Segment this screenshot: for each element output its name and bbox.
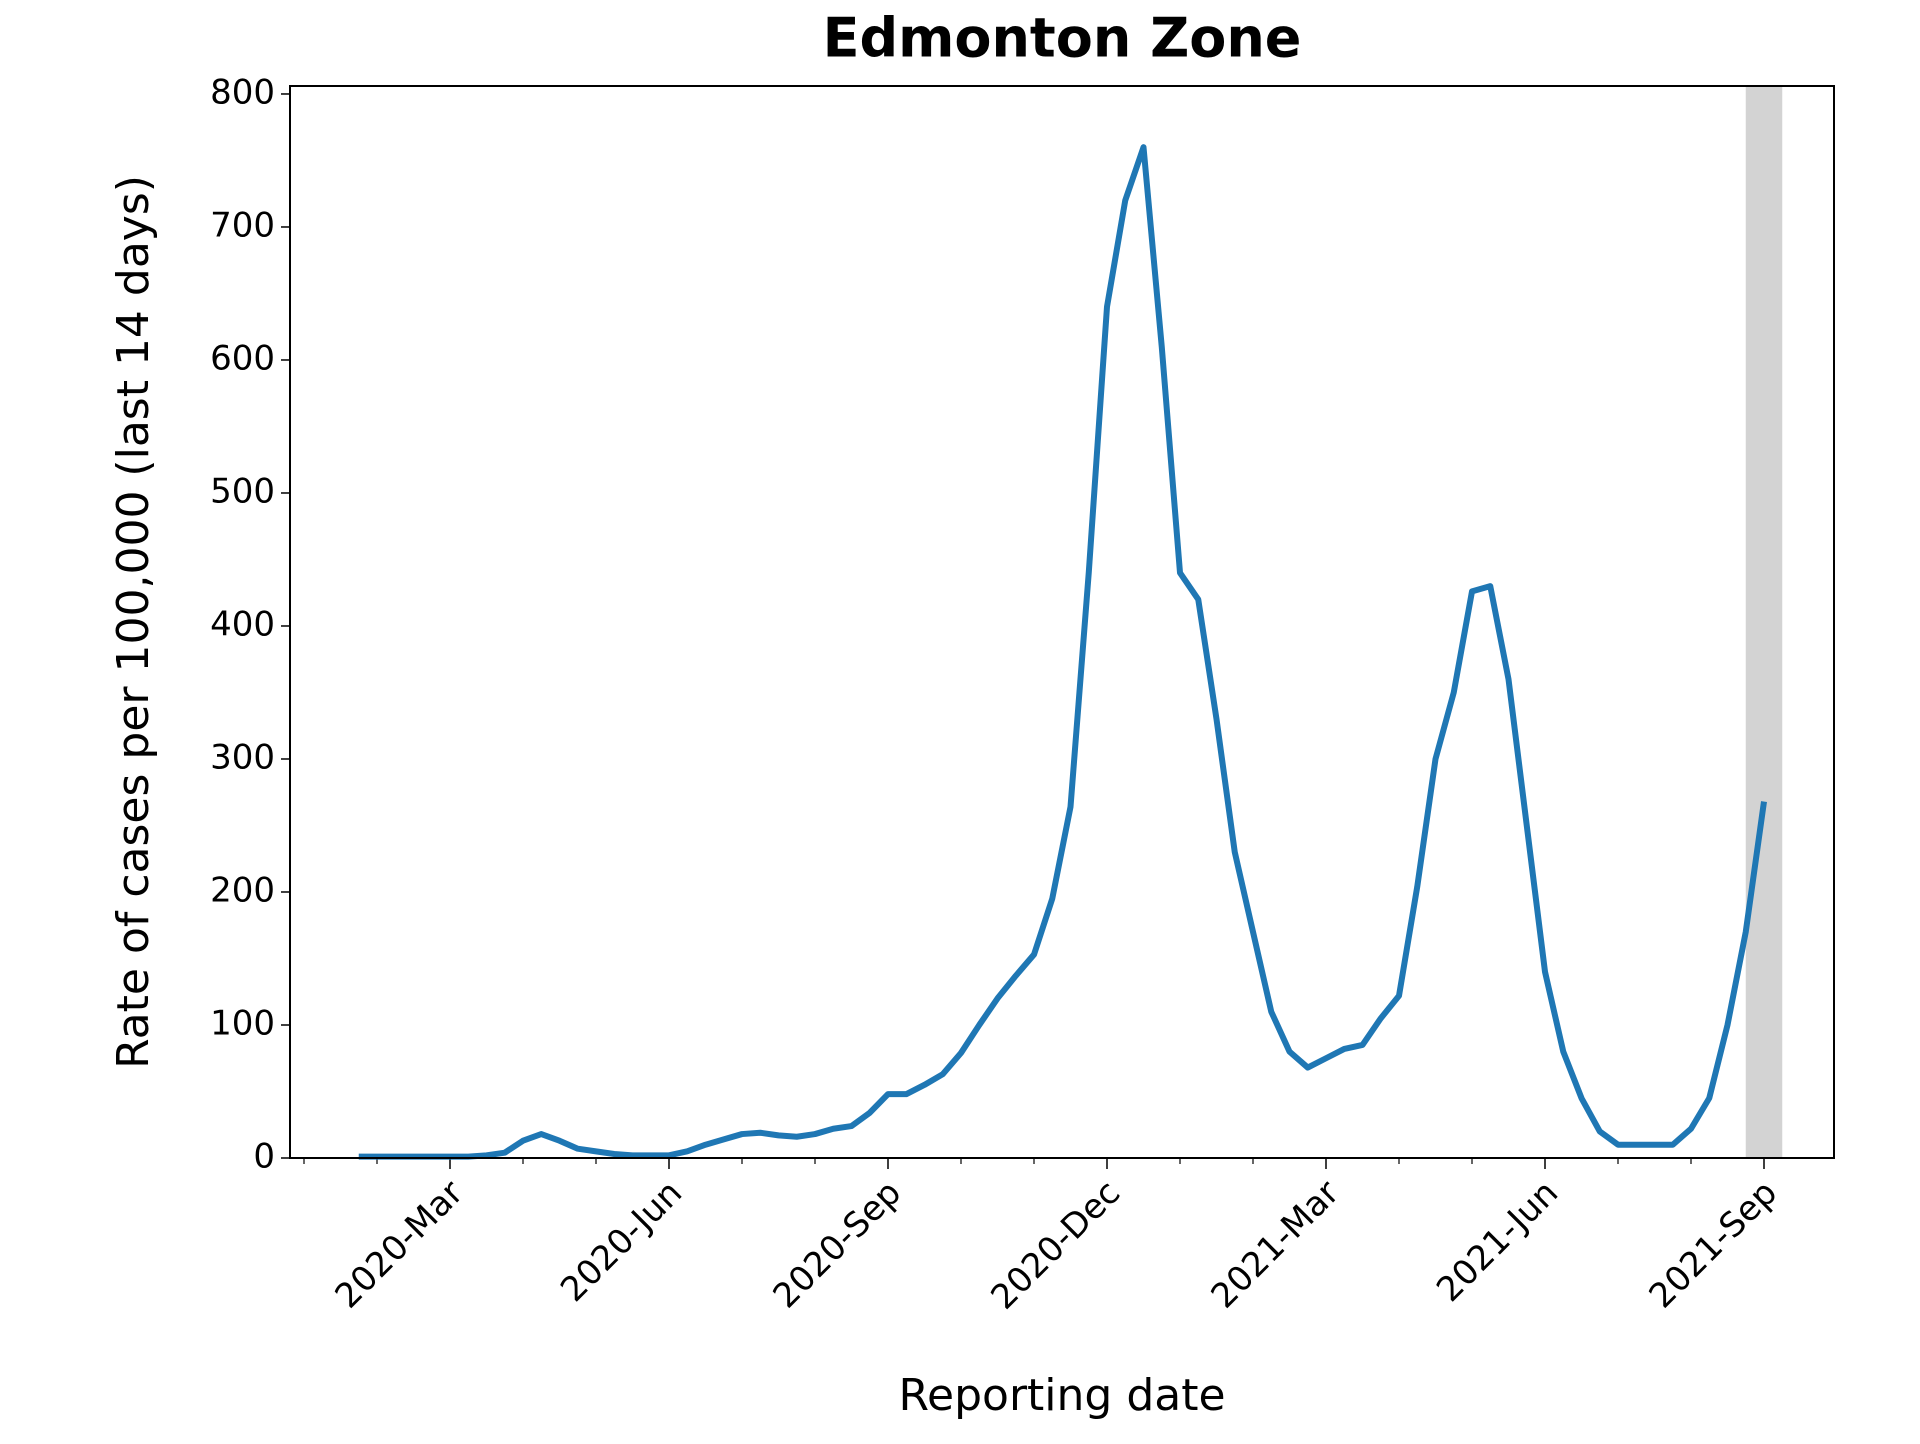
x-tick-label: 2021-Mar [1204,1173,1348,1317]
x-tick-label: 2020-Jun [553,1173,690,1310]
x-tick-label: 2020-Sep [766,1173,909,1316]
x-tick-label: 2020-Mar [328,1173,472,1317]
y-tick-label: 500 [210,471,275,511]
plot-frame [289,85,1835,1159]
chart-title: Edmonton Zone [823,7,1302,70]
x-tick-label: 2021-Sep [1642,1173,1785,1316]
y-tick-label: 0 [253,1137,275,1177]
y-axis-label: Rate of cases per 100,000 (last 14 days) [108,175,159,1069]
y-tick-label: 400 [210,604,275,644]
x-axis-label: Reporting date [898,1370,1225,1421]
y-tick-label: 300 [210,737,275,777]
x-tick-label: 2020-Dec [983,1173,1128,1318]
x-tick-label: 2021-Jun [1429,1173,1566,1310]
y-tick-label: 100 [210,1003,275,1043]
shaded-region [1745,86,1783,1158]
y-tick-label: 700 [210,205,275,245]
y-tick-label: 600 [210,338,275,378]
y-tick-label: 200 [210,870,275,910]
data-line [358,144,1767,1160]
y-tick-label: 800 [210,72,275,112]
